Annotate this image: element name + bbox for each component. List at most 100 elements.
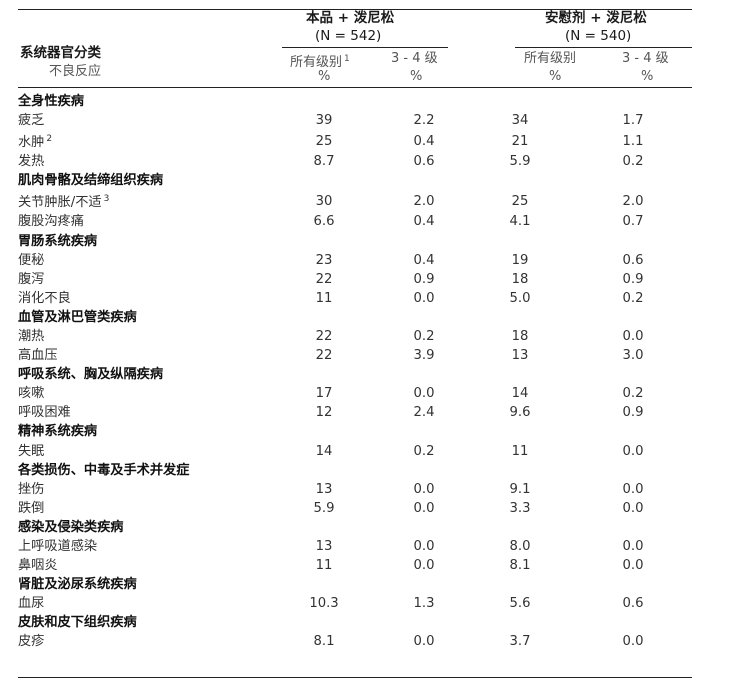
category-row: 皮肤和皮下组织疾病 <box>18 613 692 632</box>
placebo-all-grades-cell: 34 <box>511 113 529 129</box>
study-all-grades-cell: 10.3 <box>309 596 339 612</box>
truncated-caption <box>70 0 690 2</box>
reaction-label: 潮热 <box>18 327 266 346</box>
placebo-grade34-cell: 1.7 <box>622 113 644 129</box>
table-row: 挫伤 13 0.0 9.1 0.0 <box>18 480 692 499</box>
label-text: 高血压 <box>18 348 58 364</box>
placebo-grade34-cell: 2.0 <box>622 193 644 209</box>
group2-unit-34: % <box>641 69 654 84</box>
reaction-label: 失眠 <box>18 442 266 461</box>
placebo-all-grades-cell: 13 <box>511 348 529 364</box>
reaction-label: 上呼吸道感染 <box>18 537 266 556</box>
study-grade34-cell: 2.2 <box>413 113 435 129</box>
placebo-grade34-cell: 0.2 <box>622 290 644 306</box>
category-label: 血管及淋巴管类疾病 <box>18 308 692 327</box>
placebo-all-grades-cell: 9.6 <box>509 405 531 421</box>
reaction-label: 呼吸困难 <box>18 403 266 422</box>
category-label: 肾脏及泌尿系统疾病 <box>18 575 692 594</box>
study-grade34-cell: 0.0 <box>413 290 435 306</box>
soc-label: 系统器官分类 <box>20 45 101 61</box>
reaction-label: 消化不良 <box>18 289 266 308</box>
group1-grade34-header: 3 - 4 级 <box>391 51 438 66</box>
study-all-grades-cell: 8.7 <box>313 154 335 170</box>
group2-underline <box>515 47 692 48</box>
adverse-reactions-table: 全身性疾病 疲乏 39 2.2 34 1.7 水肿 2 25 0.4 21 1.1 发热 8.7 0.6 5.… <box>18 92 692 652</box>
placebo-all-grades-cell: 19 <box>511 252 529 268</box>
placebo-grade34-cell: 0.9 <box>622 271 644 287</box>
table-row: 关节肿胀/不适 3 30 2.0 25 2.0 <box>18 190 692 212</box>
placebo-grade34-cell: 0.0 <box>622 558 644 574</box>
study-all-grades-cell: 5.9 <box>313 500 335 516</box>
category-label: 精神系统疾病 <box>18 422 692 441</box>
category-label: 肌肉骨骼及结缔组织疾病 <box>18 171 692 190</box>
placebo-grade34-cell: 0.0 <box>622 539 644 555</box>
category-row: 全身性疾病 <box>18 92 692 111</box>
study-all-grades-cell: 39 <box>315 113 333 129</box>
label-text: 发热 <box>18 154 45 170</box>
study-grade34-cell: 0.0 <box>413 558 435 574</box>
label-text: 腹股沟疼痛 <box>18 214 84 230</box>
table-row: 皮疹 8.1 0.0 3.7 0.0 <box>18 632 692 651</box>
label-text: 上呼吸道感染 <box>18 539 98 555</box>
category-label: 皮肤和皮下组织疾病 <box>18 613 692 632</box>
category-row: 胃肠系统疾病 <box>18 231 692 250</box>
placebo-all-grades-cell: 25 <box>511 193 529 209</box>
label-text: 皮肤和皮下组织疾病 <box>18 615 137 631</box>
placebo-grade34-cell: 0.0 <box>622 443 644 459</box>
study-all-grades-cell: 17 <box>315 386 333 402</box>
category-row: 血管及淋巴管类疾病 <box>18 308 692 327</box>
label-text: 失眠 <box>18 443 45 459</box>
study-all-grades-cell: 22 <box>315 328 333 344</box>
study-grade34-cell: 0.0 <box>413 539 435 555</box>
label-text: 各类损伤、中毒及手术并发症 <box>18 462 190 478</box>
label-text: 肾脏及泌尿系统疾病 <box>18 577 137 593</box>
study-all-grades-cell: 14 <box>315 443 333 459</box>
reaction-label: 皮疹 <box>18 632 266 651</box>
group2-all-grades-header: 所有级别 <box>524 51 577 66</box>
placebo-all-grades-cell: 21 <box>511 133 529 149</box>
placebo-grade34-cell: 0.0 <box>622 500 644 516</box>
label-text: 血管及淋巴管类疾病 <box>18 309 137 325</box>
category-label: 感染及侵染类疾病 <box>18 518 692 537</box>
label-text: 感染及侵染类疾病 <box>18 519 124 535</box>
reaction-label: 发热 <box>18 152 266 171</box>
study-grade34-cell: 0.4 <box>413 252 435 268</box>
category-row: 肾脏及泌尿系统疾病 <box>18 575 692 594</box>
group2-title: 安慰剂 + 泼尼松 <box>545 10 647 26</box>
table-row: 腹泻 22 0.9 18 0.9 <box>18 270 692 289</box>
reaction-label: 跌倒 <box>18 499 266 518</box>
reaction-label: 高血压 <box>18 346 266 365</box>
label-text: 肌肉骨骼及结缔组织疾病 <box>18 173 164 189</box>
label-text: 精神系统疾病 <box>18 424 98 440</box>
study-grade34-cell: 0.4 <box>413 133 435 149</box>
placebo-grade34-cell: 0.7 <box>622 214 644 230</box>
group1-title: 本品 + 泼尼松 <box>306 10 395 26</box>
study-grade34-cell: 0.0 <box>413 634 435 650</box>
label-text: 水肿 <box>18 135 45 151</box>
placebo-all-grades-cell: 5.6 <box>509 596 531 612</box>
label-text: 皮疹 <box>18 634 45 650</box>
table-row: 高血压 22 3.9 13 3.0 <box>18 346 692 365</box>
study-grade34-cell: 1.3 <box>413 596 435 612</box>
study-all-grades-cell: 11 <box>315 290 333 306</box>
placebo-all-grades-cell: 11 <box>511 443 529 459</box>
category-row: 精神系统疾病 <box>18 422 692 441</box>
table-row: 疲乏 39 2.2 34 1.7 <box>18 111 692 130</box>
study-grade34-cell: 0.2 <box>413 443 435 459</box>
study-grade34-cell: 0.0 <box>413 386 435 402</box>
label-text: 跌倒 <box>18 500 45 516</box>
label-text: 消化不良 <box>18 290 71 306</box>
reaction-label: 鼻咽炎 <box>18 556 266 575</box>
reaction-label: 血尿 <box>18 594 266 613</box>
table-row: 呼吸困难 12 2.4 9.6 0.9 <box>18 403 692 422</box>
placebo-all-grades-cell: 18 <box>511 328 529 344</box>
label-text: 咳嗽 <box>18 386 45 402</box>
table-row: 跌倒 5.9 0.0 3.3 0.0 <box>18 499 692 518</box>
study-all-grades-cell: 13 <box>315 539 333 555</box>
study-grade34-cell: 0.2 <box>413 328 435 344</box>
placebo-all-grades-cell: 4.1 <box>509 214 531 230</box>
placebo-grade34-cell: 0.0 <box>622 328 644 344</box>
category-label: 呼吸系统、胸及纵隔疾病 <box>18 365 692 384</box>
group2-n: (N = 540) <box>565 28 632 44</box>
